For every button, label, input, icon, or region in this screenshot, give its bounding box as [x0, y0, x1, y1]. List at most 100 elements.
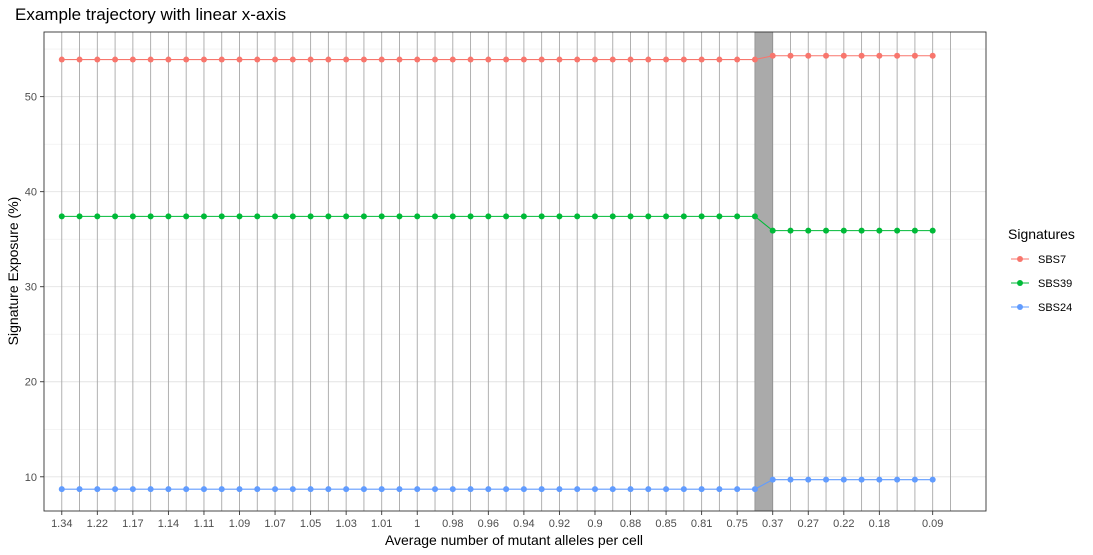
data-point-sbs24 [787, 476, 794, 483]
legend-item-sbs7: SBS7 [1038, 254, 1066, 266]
y-axis-label: Signature Exposure (%) [5, 197, 21, 346]
data-point-sbs24 [609, 486, 616, 493]
data-point-sbs7 [183, 56, 190, 63]
x-tick-label: 1.14 [158, 518, 179, 530]
data-point-sbs24 [894, 476, 901, 483]
data-point-sbs39 [129, 213, 136, 220]
data-point-sbs7 [734, 56, 741, 63]
plot-area: 10 20 30 40 50 1.34 1.22 1.17 1.14 1.11 1.09 1.07 1.… [25, 31, 987, 530]
data-point-sbs7 [627, 56, 634, 63]
data-point-sbs39 [858, 227, 865, 234]
data-point-sbs7 [609, 56, 616, 63]
data-point-sbs24 [94, 486, 101, 493]
data-point-sbs7 [414, 56, 421, 63]
data-point-sbs7 [360, 56, 367, 63]
data-point-sbs24 [716, 486, 723, 493]
chart-title: Example trajectory with linear x-axis [15, 5, 286, 24]
data-point-sbs39 [183, 213, 190, 220]
data-point-sbs39 [645, 213, 652, 220]
data-point-sbs39 [165, 213, 172, 220]
data-point-sbs24 [165, 486, 172, 493]
data-point-sbs24 [289, 486, 296, 493]
data-point-sbs24 [236, 486, 243, 493]
x-tick-label: 0.85 [655, 518, 676, 530]
x-tick-label: 1.17 [122, 518, 143, 530]
data-point-sbs39 [236, 213, 243, 220]
data-point-sbs39 [716, 213, 723, 220]
data-point-sbs24 [396, 486, 403, 493]
data-point-sbs39 [112, 213, 119, 220]
data-point-sbs7 [823, 52, 830, 59]
data-point-sbs7 [538, 56, 545, 63]
data-point-sbs39 [751, 213, 758, 220]
data-point-sbs7 [76, 56, 83, 63]
data-point-sbs24 [307, 486, 314, 493]
data-point-sbs24 [840, 476, 847, 483]
data-point-sbs7 [396, 56, 403, 63]
data-point-sbs7 [165, 56, 172, 63]
data-point-sbs7 [449, 56, 456, 63]
data-point-sbs7 [307, 56, 314, 63]
data-point-sbs24 [698, 486, 705, 493]
data-point-sbs24 [414, 486, 421, 493]
data-point-sbs24 [876, 476, 883, 483]
data-point-sbs39 [894, 227, 901, 234]
data-point-sbs39 [485, 213, 492, 220]
data-point-sbs24 [432, 486, 439, 493]
data-point-sbs39 [823, 227, 830, 234]
data-point-sbs7 [58, 56, 65, 63]
data-point-sbs7 [769, 52, 776, 59]
data-point-sbs7 [894, 52, 901, 59]
data-point-sbs7 [289, 56, 296, 63]
y-tick-label: 50 [25, 92, 37, 104]
data-point-sbs7 [591, 56, 598, 63]
legend-title: Signatures [1008, 226, 1075, 242]
x-tick-label: 1.07 [264, 518, 285, 530]
x-tick-label: 0.92 [549, 518, 570, 530]
data-point-sbs7 [112, 56, 119, 63]
data-point-sbs24 [343, 486, 350, 493]
data-point-sbs24 [680, 486, 687, 493]
y-tick-label: 20 [25, 377, 37, 389]
y-tick-label: 10 [25, 472, 37, 484]
data-point-sbs39 [272, 213, 279, 220]
x-tick-label: 0.75 [726, 518, 747, 530]
data-point-sbs7 [556, 56, 563, 63]
data-point-sbs24 [449, 486, 456, 493]
data-point-sbs7 [858, 52, 865, 59]
panel-border [43, 31, 987, 512]
data-point-sbs7 [680, 56, 687, 63]
data-point-sbs7 [663, 56, 670, 63]
data-point-sbs39 [94, 213, 101, 220]
data-point-sbs7 [147, 56, 154, 63]
data-point-sbs39 [805, 227, 812, 234]
legend-item-sbs39: SBS39 [1038, 278, 1072, 290]
x-tick-label: 1.05 [300, 518, 321, 530]
data-point-sbs24 [858, 476, 865, 483]
x-tick-label: 1.34 [51, 518, 72, 530]
x-tick-label: 1.09 [229, 518, 250, 530]
data-point-sbs24 [378, 486, 385, 493]
data-point-sbs7 [200, 56, 207, 63]
x-axis-label: Average number of mutant alleles per cel… [385, 532, 643, 548]
data-point-sbs7 [432, 56, 439, 63]
data-point-sbs7 [485, 56, 492, 63]
data-point-sbs24 [805, 476, 812, 483]
data-point-sbs24 [538, 486, 545, 493]
data-point-sbs24 [556, 486, 563, 493]
data-point-sbs39 [432, 213, 439, 220]
data-point-sbs39 [520, 213, 527, 220]
data-point-sbs7 [645, 56, 652, 63]
x-tick-label: 0.18 [869, 518, 890, 530]
legend-key-point [1017, 304, 1023, 310]
x-tick-label: 0.98 [442, 518, 463, 530]
data-point-sbs7 [805, 52, 812, 59]
data-point-sbs24 [272, 486, 279, 493]
y-tick-label: 30 [25, 282, 37, 294]
data-point-sbs39 [76, 213, 83, 220]
data-point-sbs39 [663, 213, 670, 220]
legend-item-sbs24: SBS24 [1038, 302, 1072, 314]
x-tick-label: 0.27 [798, 518, 819, 530]
data-point-sbs39 [414, 213, 421, 220]
data-point-sbs39 [147, 213, 154, 220]
